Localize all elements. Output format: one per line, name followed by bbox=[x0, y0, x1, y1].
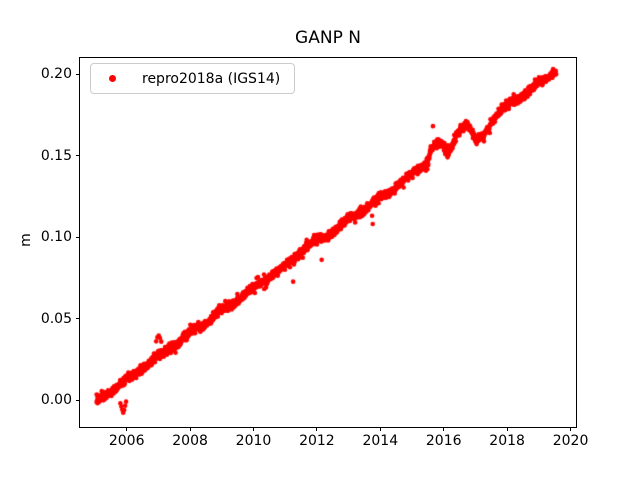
y-tick-mark bbox=[76, 155, 80, 156]
x-tick-mark bbox=[443, 427, 445, 431]
scatter-canvas bbox=[80, 58, 576, 427]
y-tick-label: 0.00 bbox=[40, 392, 72, 408]
x-tick-mark bbox=[506, 427, 508, 431]
chart-title: GANP N bbox=[295, 28, 361, 48]
x-tick-label: 2018 bbox=[489, 433, 525, 449]
x-tick-mark bbox=[316, 427, 318, 431]
y-tick-label: 0.15 bbox=[40, 147, 72, 164]
y-tick-mark bbox=[76, 236, 80, 238]
legend-marker-icon bbox=[109, 75, 116, 82]
x-tick-label: 2014 bbox=[362, 433, 399, 449]
plot-area bbox=[79, 57, 577, 428]
x-tick-mark bbox=[379, 427, 381, 431]
y-tick-label: 0.20 bbox=[40, 66, 72, 82]
x-tick-mark bbox=[253, 427, 254, 431]
x-tick-label: 2006 bbox=[108, 433, 145, 449]
x-tick-mark bbox=[189, 427, 191, 431]
y-tick-mark bbox=[76, 73, 80, 75]
x-tick-mark bbox=[570, 427, 572, 431]
x-tick-label: 2010 bbox=[235, 433, 272, 449]
legend-label: repro2018a (IGS14) bbox=[142, 70, 281, 87]
y-tick-mark bbox=[76, 399, 80, 401]
x-tick-label: 2008 bbox=[172, 433, 208, 449]
x-tick-label: 2020 bbox=[552, 433, 589, 449]
y-tick-label: 0.05 bbox=[40, 310, 72, 327]
x-tick-mark bbox=[126, 427, 128, 431]
x-tick-label: 2012 bbox=[299, 433, 335, 449]
x-tick-label: 2016 bbox=[425, 433, 462, 449]
y-tick-label: 0.10 bbox=[40, 229, 72, 245]
legend: repro2018a (IGS14) bbox=[90, 63, 296, 94]
y-tick-mark bbox=[76, 318, 80, 319]
